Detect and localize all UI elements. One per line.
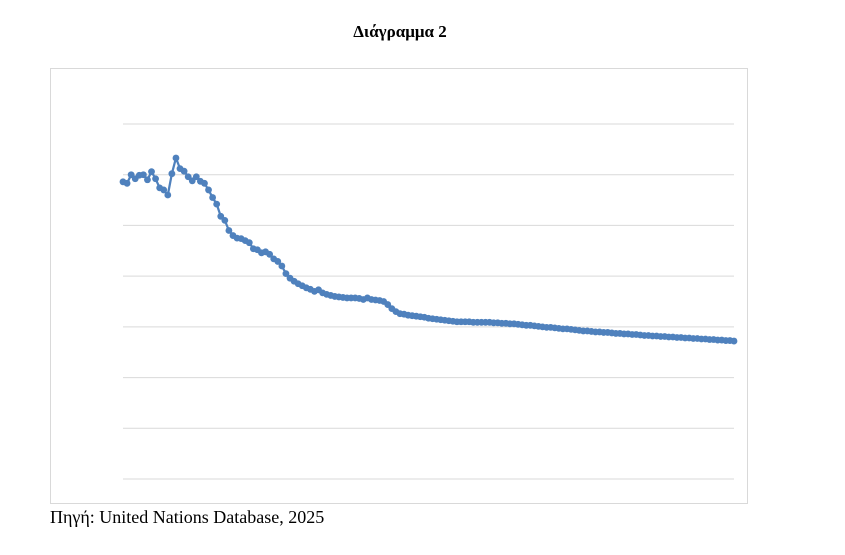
data-point xyxy=(245,239,253,247)
source-note: Πηγή: United Nations Database, 2025 xyxy=(50,507,325,527)
data-point xyxy=(123,179,131,187)
data-point xyxy=(213,200,221,208)
page-title: Διάγραμμα 2 xyxy=(353,22,447,41)
data-point xyxy=(164,191,172,199)
data-point xyxy=(278,262,286,270)
data-point xyxy=(282,270,290,278)
data-point xyxy=(192,173,200,181)
data-point xyxy=(266,250,274,258)
data-point xyxy=(152,175,159,183)
line-chart xyxy=(119,123,738,480)
series-layer xyxy=(119,154,738,345)
data-point xyxy=(209,194,217,201)
data-point xyxy=(180,167,188,175)
data-point xyxy=(274,258,282,265)
data-point xyxy=(730,337,738,345)
series-line xyxy=(122,156,735,343)
data-point xyxy=(205,186,212,194)
data-point xyxy=(201,179,208,187)
chart-frame xyxy=(50,68,748,504)
data-point xyxy=(221,216,229,224)
gridlines xyxy=(123,123,734,480)
data-point xyxy=(139,171,147,179)
data-point xyxy=(225,227,233,234)
data-point xyxy=(168,170,176,178)
data-point xyxy=(148,168,155,176)
data-point xyxy=(160,186,168,194)
data-point xyxy=(172,154,180,162)
data-point xyxy=(144,176,151,184)
